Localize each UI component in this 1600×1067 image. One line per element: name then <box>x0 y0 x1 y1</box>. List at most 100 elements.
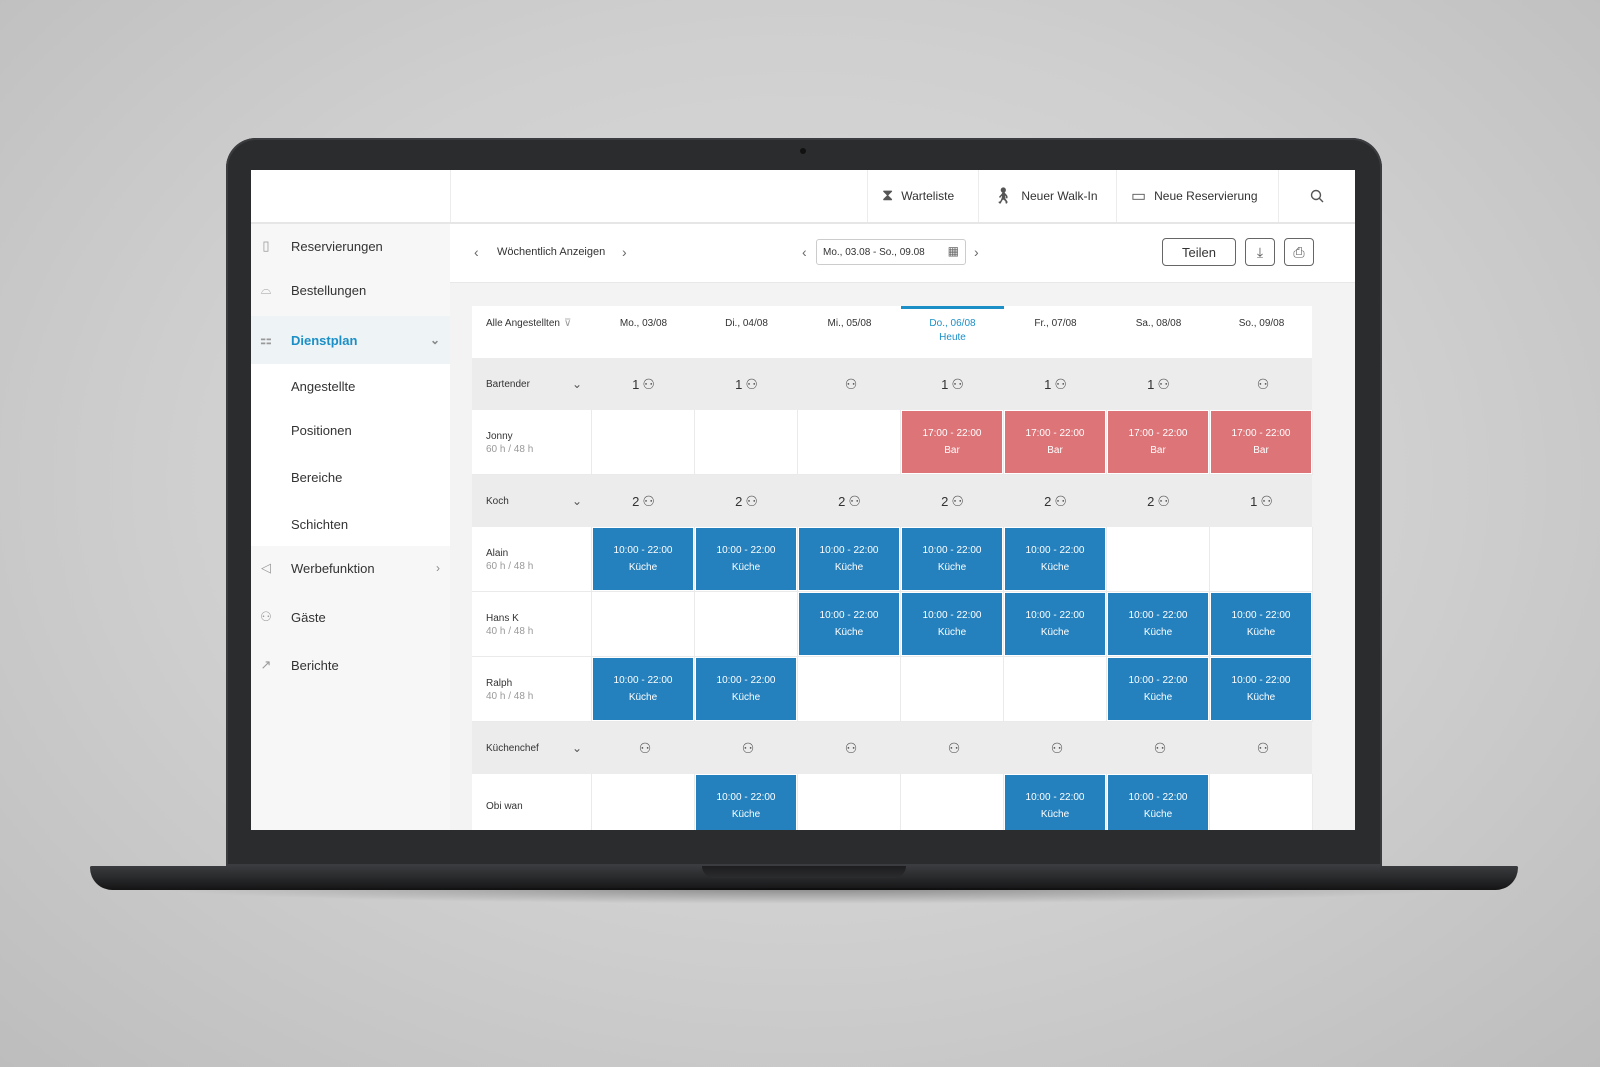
sidebar-item-angestellte[interactable]: Angestellte <box>251 364 450 408</box>
schedule-cell[interactable]: 10:00 - 22:00 Küche <box>901 527 1004 592</box>
schedule-cell[interactable]: 10:00 - 22:00 Küche <box>1004 527 1107 592</box>
shift-block[interactable]: 10:00 - 22:00 Küche <box>593 658 693 720</box>
shift-block[interactable]: 10:00 - 22:00 Küche <box>799 528 899 590</box>
walk-in-button[interactable]: 🚶︎ Neuer Walk-In <box>978 170 1116 222</box>
search-button[interactable] <box>1278 170 1355 222</box>
chevron-down-icon[interactable]: ⌄ <box>572 377 583 391</box>
shift-block[interactable]: 17:00 - 22:00 Bar <box>1211 411 1311 473</box>
day-label: Mo., 03/08 <box>619 318 668 329</box>
shift-block[interactable]: 10:00 - 22:00 Küche <box>1005 593 1105 655</box>
sidebar-item-werbefunktion[interactable]: ◁ Werbefunktion › <box>251 546 450 590</box>
sidebar-item-dienstplan[interactable]: ⚏ Dienstplan ⌄ <box>251 316 450 364</box>
schedule-toolbar: ‹ Wöchentlich Anzeigen › ‹ Mo., 03.08 - … <box>450 224 1355 283</box>
schedule-cell[interactable]: 17:00 - 22:00 Bar <box>1004 410 1107 475</box>
schedule-cell[interactable] <box>901 657 1004 722</box>
schedule-cell[interactable]: 10:00 - 22:00 Küche <box>901 592 1004 657</box>
view-mode-label[interactable]: Wöchentlich Anzeigen <box>497 246 606 258</box>
shift-block[interactable]: 17:00 - 22:00 Bar <box>1108 411 1208 473</box>
sidebar-item-berichte[interactable]: ↗ Berichte <box>251 642 450 688</box>
schedule-cell[interactable]: 10:00 - 22:00 Küche <box>695 774 798 830</box>
schedule-cell[interactable]: 17:00 - 22:00 Bar <box>901 410 1004 475</box>
day-header[interactable]: Fr., 07/08 <box>1004 306 1107 358</box>
schedule-cell[interactable]: 10:00 - 22:00 Küche <box>1107 774 1210 830</box>
waitlist-button[interactable]: ⧗ Warteliste <box>867 170 978 222</box>
download-button[interactable]: ⤓ <box>1245 238 1275 266</box>
day-header[interactable]: Mo., 03/08 <box>592 306 695 358</box>
schedule-cell[interactable]: 10:00 - 22:00 Küche <box>592 527 695 592</box>
view-prev-button[interactable]: ‹ <box>474 244 479 260</box>
schedule-cell[interactable] <box>695 410 798 475</box>
shift-block[interactable]: 10:00 - 22:00 Küche <box>902 528 1002 590</box>
shift-block[interactable]: 10:00 - 22:00 Küche <box>1211 593 1311 655</box>
employee-name-cell[interactable]: Alain 60 h / 48 h <box>472 527 592 592</box>
schedule-cell[interactable]: 10:00 - 22:00 Küche <box>1107 592 1210 657</box>
schedule-cell[interactable]: 10:00 - 22:00 Küche <box>1210 592 1313 657</box>
new-reservation-button[interactable]: ▭ Neue Reservierung <box>1116 170 1278 222</box>
schedule-cell[interactable]: 10:00 - 22:00 Küche <box>798 527 901 592</box>
shift-block[interactable]: 10:00 - 22:00 Küche <box>1108 775 1208 830</box>
schedule-cell[interactable] <box>592 410 695 475</box>
week-prev-button[interactable]: ‹ <box>802 244 807 260</box>
sidebar-item-bestellungen[interactable]: ⌓ Bestellungen <box>251 268 450 312</box>
shift-block[interactable]: 10:00 - 22:00 Küche <box>1108 593 1208 655</box>
shift-block[interactable]: 10:00 - 22:00 Küche <box>1211 658 1311 720</box>
shift-block[interactable]: 10:00 - 22:00 Küche <box>902 593 1002 655</box>
schedule-cell[interactable]: 10:00 - 22:00 Küche <box>798 592 901 657</box>
shift-block[interactable]: 10:00 - 22:00 Küche <box>696 528 796 590</box>
sidebar-item-reservierungen[interactable]: ▯ Reservierungen <box>251 224 450 268</box>
schedule-cell[interactable]: 10:00 - 22:00 Küche <box>1004 592 1107 657</box>
schedule-cell[interactable]: 17:00 - 22:00 Bar <box>1107 410 1210 475</box>
shift-block[interactable]: 10:00 - 22:00 Küche <box>799 593 899 655</box>
chevron-down-icon[interactable]: ⌄ <box>572 741 583 755</box>
week-next-button[interactable]: › <box>974 244 979 260</box>
day-header[interactable]: Sa., 08/08 <box>1107 306 1210 358</box>
staff-count: 1 ⚇ <box>901 358 1004 410</box>
schedule-cell[interactable]: 10:00 - 22:00 Küche <box>592 657 695 722</box>
sidebar-item-positionen[interactable]: Positionen <box>251 408 450 452</box>
employee-name-cell[interactable]: Jonny 60 h / 48 h <box>472 410 592 475</box>
schedule-cell[interactable]: 10:00 - 22:00 Küche <box>695 527 798 592</box>
shift-block[interactable]: 17:00 - 22:00 Bar <box>1005 411 1105 473</box>
employee-name-cell[interactable]: Hans K 40 h / 48 h <box>472 592 592 657</box>
schedule-cell[interactable] <box>798 410 901 475</box>
schedule-cell[interactable] <box>1004 657 1107 722</box>
sidebar-item-bereiche[interactable]: Bereiche <box>251 452 450 502</box>
schedule-cell[interactable] <box>592 774 695 830</box>
view-next-button[interactable]: › <box>622 244 627 260</box>
employee-name-cell[interactable]: Obi wan <box>472 774 592 830</box>
employee-row: Alain 60 h / 48 h 10:00 - 22:00 Küche 10:00 … <box>472 527 1313 592</box>
schedule-cell[interactable]: 10:00 - 22:00 Küche <box>1210 657 1313 722</box>
schedule-cell[interactable] <box>695 592 798 657</box>
shift-block[interactable]: 10:00 - 22:00 Küche <box>593 528 693 590</box>
schedule-cell[interactable] <box>1210 527 1313 592</box>
schedule-cell[interactable] <box>901 774 1004 830</box>
employee-name-cell[interactable]: Ralph 40 h / 48 h <box>472 657 592 722</box>
day-header[interactable]: So., 09/08 <box>1210 306 1313 358</box>
schedule-cell[interactable]: 10:00 - 22:00 Küche <box>695 657 798 722</box>
schedule-cell[interactable] <box>798 657 901 722</box>
day-header[interactable]: Di., 04/08 <box>695 306 798 358</box>
sidebar-item-schichten[interactable]: Schichten <box>251 502 450 546</box>
shift-block[interactable]: 10:00 - 22:00 Küche <box>1005 528 1105 590</box>
shift-block[interactable]: 10:00 - 22:00 Küche <box>1108 658 1208 720</box>
chevron-down-icon[interactable]: ⌄ <box>572 494 583 508</box>
day-header[interactable]: Do., 06/08 Heute <box>901 306 1004 358</box>
shift-block[interactable]: 10:00 - 22:00 Küche <box>1005 775 1105 830</box>
staff-count: ⚇ <box>901 722 1004 774</box>
schedule-cell[interactable] <box>1107 527 1210 592</box>
print-button[interactable]: ⎙ <box>1284 238 1314 266</box>
share-button[interactable]: Teilen <box>1162 238 1236 266</box>
schedule-cell[interactable] <box>798 774 901 830</box>
employee-filter[interactable]: Alle Angestellten ⊽ <box>472 306 592 358</box>
shift-block[interactable]: 10:00 - 22:00 Küche <box>696 775 796 830</box>
shift-block[interactable]: 17:00 - 22:00 Bar <box>902 411 1002 473</box>
day-header[interactable]: Mi., 05/08 <box>798 306 901 358</box>
sidebar-item-gaeste[interactable]: ⚇ Gäste <box>251 592 450 642</box>
schedule-cell[interactable]: 10:00 - 22:00 Küche <box>1004 774 1107 830</box>
schedule-cell[interactable] <box>1210 774 1313 830</box>
schedule-cell[interactable]: 17:00 - 22:00 Bar <box>1210 410 1313 475</box>
schedule-cell[interactable]: 10:00 - 22:00 Küche <box>1107 657 1210 722</box>
date-range-picker[interactable]: Mo., 03.08 - So., 09.08 ▦ <box>816 239 966 265</box>
schedule-cell[interactable] <box>592 592 695 657</box>
shift-block[interactable]: 10:00 - 22:00 Küche <box>696 658 796 720</box>
